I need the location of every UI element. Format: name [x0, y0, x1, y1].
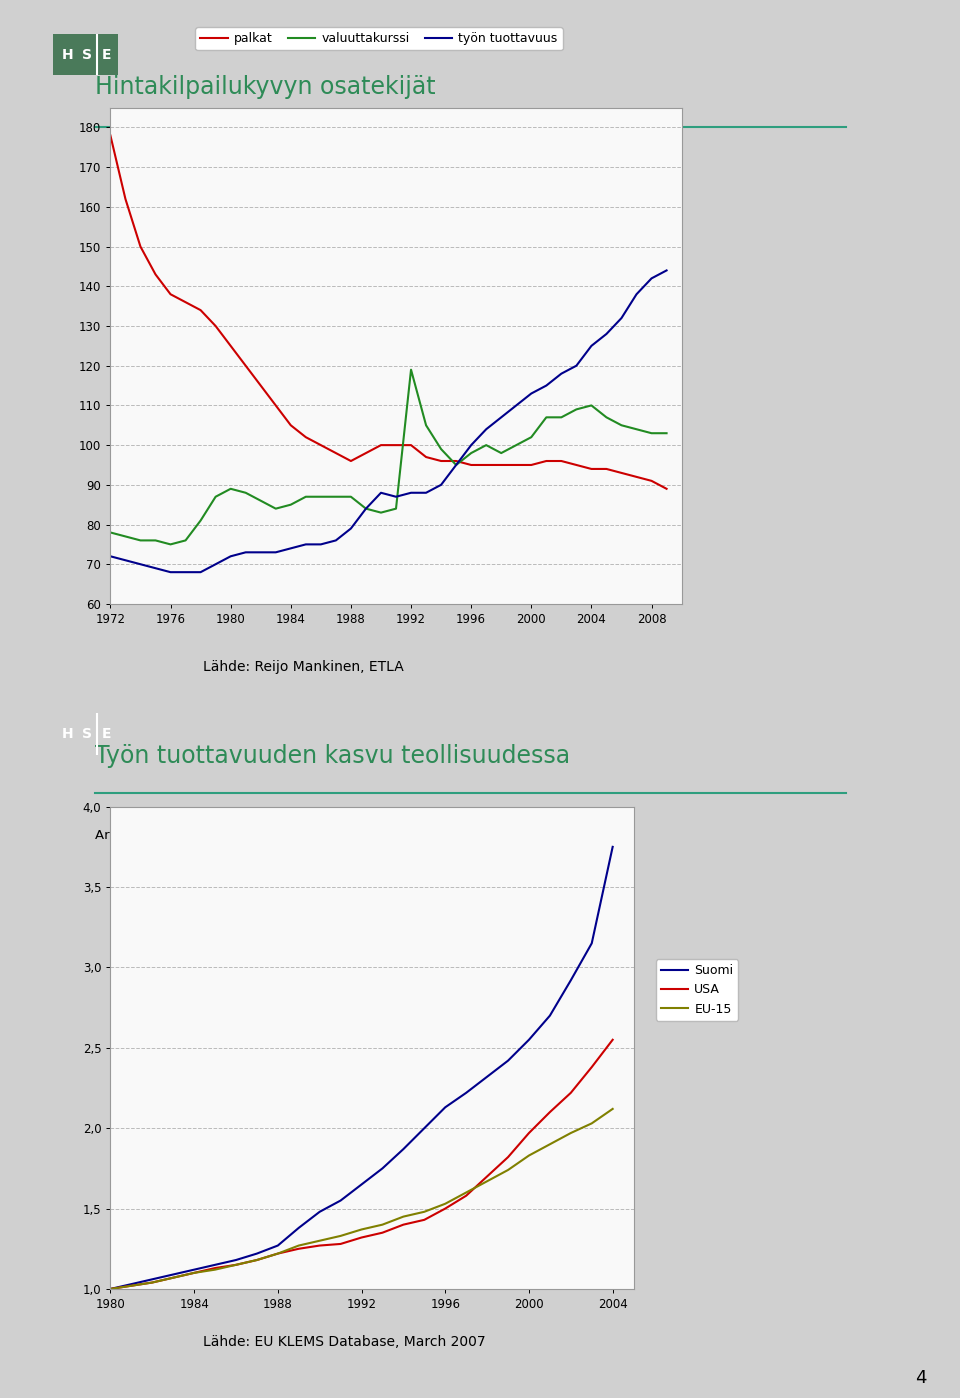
Text: Arvonlisäyksen määrä tehtyä työtuntia kohden (indeksi, 1980 = 1): Arvonlisäyksen määrä tehtyä työtuntia ko… [94, 829, 540, 843]
Text: Lähde: Reijo Mankinen, ETLA: Lähde: Reijo Mankinen, ETLA [203, 660, 403, 674]
Text: E: E [102, 727, 111, 741]
Text: Hintakilpailukyvyn osatekijät: Hintakilpailukyvyn osatekijät [94, 75, 435, 99]
Legend: palkat, valuuttakurssi, työn tuottavuus: palkat, valuuttakurssi, työn tuottavuus [195, 27, 563, 50]
Text: 4: 4 [915, 1369, 926, 1387]
Legend: Suomi, USA, EU-15: Suomi, USA, EU-15 [656, 959, 738, 1021]
Text: H: H [61, 48, 73, 62]
Text: S: S [82, 727, 92, 741]
Text: H: H [61, 727, 73, 741]
Text: Työn tuottavuuden kasvu teollisuudessa: Työn tuottavuuden kasvu teollisuudessa [94, 744, 569, 768]
Text: S: S [82, 48, 92, 62]
Text: E: E [102, 48, 111, 62]
Text: Lähde: EU KLEMS Database, March 2007: Lähde: EU KLEMS Database, March 2007 [203, 1335, 485, 1349]
